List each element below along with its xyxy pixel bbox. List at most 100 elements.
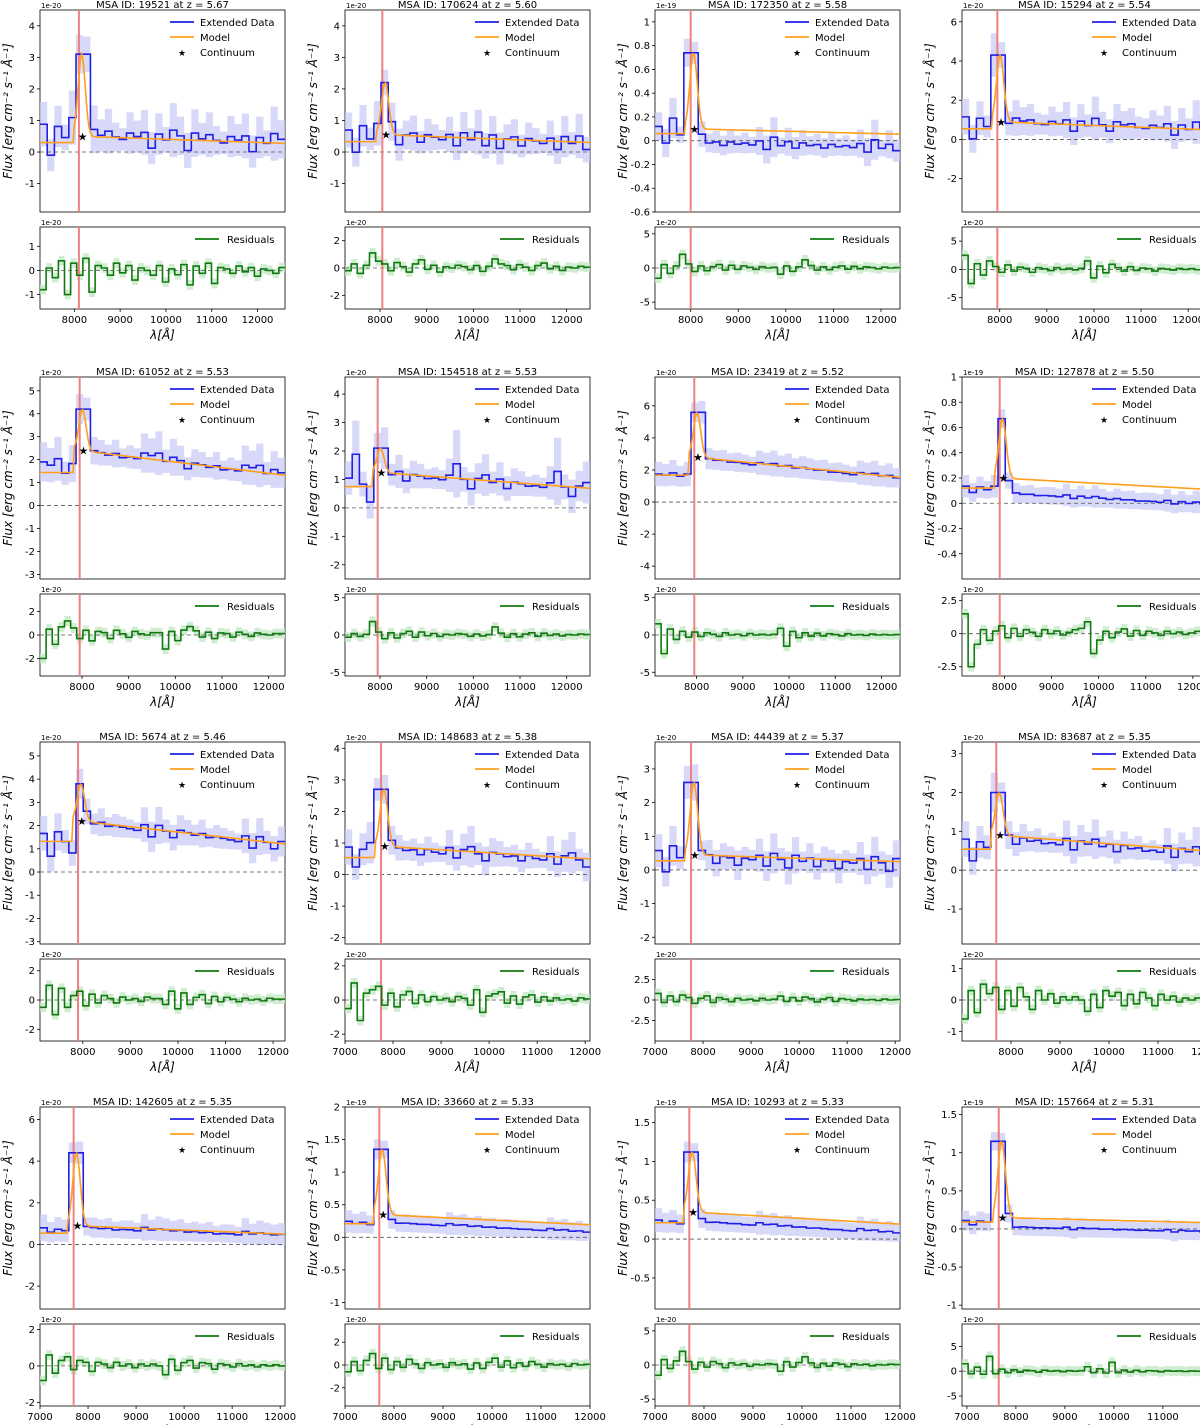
residual-y-tick-label: -2 xyxy=(25,1398,35,1409)
legend-continuum-marker: ★ xyxy=(178,781,186,791)
y-tick-label: 5 xyxy=(29,751,35,762)
y-tick-label: 4 xyxy=(29,21,35,32)
x-tick-label: 10000 xyxy=(770,315,802,326)
panel-title: MSA ID: 61052 at z = 5.53 xyxy=(96,367,229,378)
x-tick-label: 8000 xyxy=(62,315,87,326)
y-tick-label: -2 xyxy=(25,547,35,558)
x-tick-label: 11000 xyxy=(196,315,228,326)
y-tick-label: 2 xyxy=(29,84,35,95)
x-tick-label: 9000 xyxy=(1052,1412,1077,1423)
legend-continuum-label: Continuum xyxy=(1122,780,1177,791)
residual-offset-label: 1e-20 xyxy=(656,1316,676,1324)
residual-band xyxy=(962,1351,1200,1380)
continuum-marker: ★ xyxy=(995,829,1005,842)
residual-offset-label: 1e-20 xyxy=(656,219,676,227)
x-axis-label: λ[Å] xyxy=(764,1059,790,1074)
x-tick-label: 10000 xyxy=(773,682,805,693)
y-tick-label: 3 xyxy=(334,775,340,786)
residual-y-tick-label: 2 xyxy=(29,1325,35,1336)
x-axis-label: λ[Å] xyxy=(1071,694,1097,709)
y-tick-label: -1 xyxy=(25,524,35,535)
legend-residual-label: Residuals xyxy=(532,1332,579,1343)
x-tick-label: 8000 xyxy=(380,1047,405,1058)
x-tick-label: 8000 xyxy=(690,1047,715,1058)
y-tick-label: -0.2 xyxy=(937,524,957,535)
panel-title: MSA ID: 19521 at z = 5.67 xyxy=(96,0,229,11)
residual-step-line xyxy=(345,620,590,640)
continuum-marker: ★ xyxy=(77,815,87,828)
y-tick-label: -2 xyxy=(330,933,340,944)
panel-title: MSA ID: 44439 at z = 5.37 xyxy=(711,732,844,743)
residual-y-tick-label: -2.5 xyxy=(630,1016,650,1027)
x-tick-label: 10000 xyxy=(783,1047,815,1058)
residual-y-tick-label: -1 xyxy=(25,290,35,301)
residual-y-tick-label: 0 xyxy=(951,1367,957,1378)
legend-continuum-marker: ★ xyxy=(1100,416,1108,426)
x-tick-label: 8000 xyxy=(367,682,392,693)
legend-continuum-marker: ★ xyxy=(793,416,801,426)
x-axis-label: λ[Å] xyxy=(1071,1059,1097,1074)
panel-title: MSA ID: 142605 at z = 5.35 xyxy=(93,1097,232,1108)
residual-axes-frame xyxy=(961,593,1200,677)
y-axis-label: Flux [erg cm⁻² s⁻¹ Å⁻¹] xyxy=(922,1140,937,1276)
residual-y-tick-label: 0 xyxy=(334,996,340,1007)
legend-data-label: Extended Data xyxy=(200,1115,275,1126)
legend-data-label: Extended Data xyxy=(505,1115,580,1126)
residual-y-tick-label: 2 xyxy=(334,236,340,247)
continuum-marker: ★ xyxy=(693,451,703,464)
x-tick-label: 7000 xyxy=(332,1412,357,1423)
y-tick-label: 0 xyxy=(334,1233,340,1244)
model-curve xyxy=(345,787,591,860)
legend-continuum-label: Continuum xyxy=(815,48,870,59)
error-band xyxy=(655,764,900,888)
residual-y-tick-label: 0 xyxy=(644,631,650,642)
residual-y-tick-label: 0 xyxy=(644,264,650,275)
x-tick-label: 8000 xyxy=(69,682,94,693)
x-tick-label: 10000 xyxy=(476,1412,508,1423)
x-tick-label: 8000 xyxy=(381,1412,406,1423)
spectrum-panel-142605: MSA ID: 142605 at z = 5.35 1e-20 ★ -2 0 2 4 6 Fl… xyxy=(0,1097,296,1425)
legend-model-label: Model xyxy=(815,765,845,776)
legend-model-label: Model xyxy=(200,1130,230,1141)
residual-y-tick-label: -5 xyxy=(640,298,650,309)
error-band xyxy=(40,394,285,488)
y-tick-label: 1 xyxy=(644,17,650,28)
model-curve xyxy=(962,416,1200,490)
y-axis-label: Flux [erg cm⁻² s⁻¹ Å⁻¹] xyxy=(615,775,630,911)
y-tick-label: -2 xyxy=(25,1282,35,1293)
y-tick-label: -0.2 xyxy=(630,160,650,171)
x-tick-label: 9000 xyxy=(116,682,141,693)
y-tick-label: 0 xyxy=(951,499,957,510)
y-tick-label: 0.8 xyxy=(941,398,957,409)
y-tick-label: 1 xyxy=(951,1148,957,1159)
x-tick-label: 11000 xyxy=(1142,1047,1174,1058)
legend-model-label: Model xyxy=(1122,33,1152,44)
y-tick-label: 1 xyxy=(29,844,35,855)
residual-y-tick-label: 2 xyxy=(29,607,35,618)
data-step-line xyxy=(655,1151,900,1234)
residual-y-tick-label: 0 xyxy=(334,631,340,642)
legend-data-label: Extended Data xyxy=(815,18,890,29)
y-axis-label: Flux [erg cm⁻² s⁻¹ Å⁻¹] xyxy=(922,775,937,911)
offset-label: 1e-19 xyxy=(656,1099,676,1107)
y-tick-label: 2 xyxy=(644,798,650,809)
legend-model-label: Model xyxy=(200,400,230,411)
x-tick-label: 8000 xyxy=(684,682,709,693)
y-tick-label: -3 xyxy=(25,570,35,581)
residual-offset-label: 1e-20 xyxy=(41,219,61,227)
legend-continuum-marker: ★ xyxy=(483,1146,491,1156)
x-tick-label: 9000 xyxy=(428,1047,453,1058)
residual-offset-label: 1e-20 xyxy=(346,951,366,959)
y-tick-label: 3 xyxy=(29,798,35,809)
data-step-line xyxy=(345,81,590,153)
legend-residual-label: Residuals xyxy=(1149,967,1196,978)
y-tick-label: 0 xyxy=(29,868,35,879)
legend-residual-label: Residuals xyxy=(532,967,579,978)
legend-model-label: Model xyxy=(505,765,535,776)
spectrum-panel-157664: MSA ID: 157664 at z = 5.31 1e-19 ★ -1 -0.5 0 0… xyxy=(922,1097,1200,1425)
x-tick-label: 9000 xyxy=(740,1412,765,1423)
x-tick-label: 11000 xyxy=(1147,1412,1179,1423)
legend-data-label: Extended Data xyxy=(1122,750,1197,761)
y-tick-label: 1 xyxy=(334,475,340,486)
legend-data-label: Extended Data xyxy=(505,18,580,29)
